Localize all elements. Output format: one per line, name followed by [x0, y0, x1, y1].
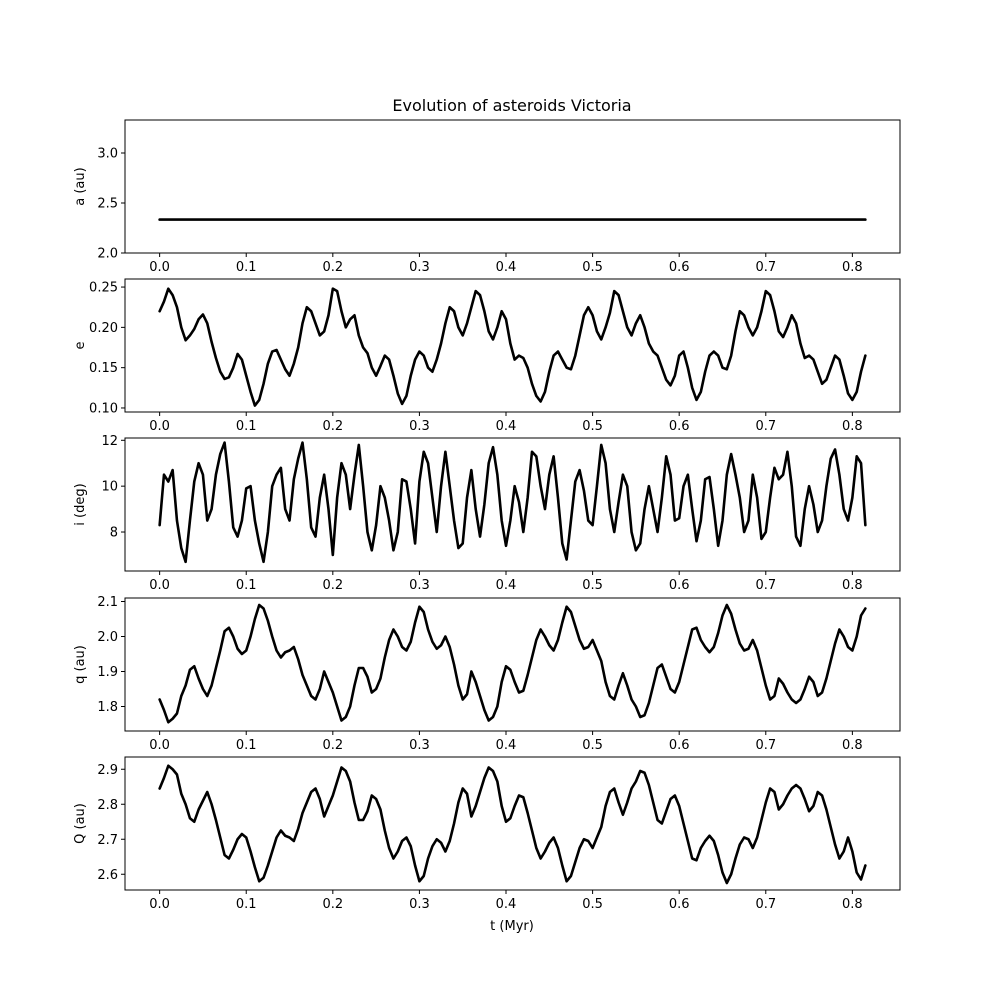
x-tick-label-2-6: 0.6 — [669, 578, 690, 593]
x-tick-label-4-4: 0.4 — [496, 897, 517, 912]
x-tick-label-0-2: 0.2 — [322, 260, 343, 275]
y-tick-label-1-0: 0.10 — [89, 401, 118, 416]
x-tick-label-0-1: 0.1 — [236, 260, 257, 275]
y-tick-label-1-3: 0.25 — [89, 281, 118, 296]
x-tick-label-0-0: 0.0 — [149, 260, 170, 275]
x-tick-label-2-0: 0.0 — [149, 578, 170, 593]
x-tick-label-3-6: 0.6 — [669, 738, 690, 753]
subplot-4: 0.0 0.1 0.2 0.3 0.4 0.5 0.6 0.7 0.8 2.6 2.7 2.8 2.9 Q… — [73, 756, 901, 912]
x-tick-label-1-7: 0.7 — [755, 419, 776, 434]
y-tick-label-4-0: 2.6 — [97, 868, 118, 883]
x-tick-label-0-3: 0.3 — [409, 260, 430, 275]
subplot-2: 0.0 0.1 0.2 0.3 0.4 0.5 0.6 0.7 0.8 8 10 12 i (deg) — [73, 434, 901, 593]
y-tick-label-4-3: 2.9 — [97, 763, 118, 778]
y-axis-label-3: q (au) — [73, 645, 88, 684]
x-tick-label-1-1: 0.1 — [236, 419, 257, 434]
x-tick-label-4-5: 0.5 — [582, 897, 603, 912]
x-tick-label-3-4: 0.4 — [496, 738, 517, 753]
x-tick-label-1-0: 0.0 — [149, 419, 170, 434]
series-line-2 — [158, 441, 867, 564]
x-tick-label-2-8: 0.8 — [842, 578, 863, 593]
plot-frame-2 — [124, 437, 901, 572]
x-tick-label-4-8: 0.8 — [842, 897, 863, 912]
y-tick-label-3-0: 1.8 — [97, 700, 118, 715]
y-tick-label-3-3: 2.1 — [97, 595, 118, 610]
x-tick-label-1-5: 0.5 — [582, 419, 603, 434]
y-tick-label-4-1: 2.7 — [97, 833, 118, 848]
x-tick-label-3-0: 0.0 — [149, 738, 170, 753]
x-tick-label-4-7: 0.7 — [755, 897, 776, 912]
x-tick-label-4-0: 0.0 — [149, 897, 170, 912]
plot-frame-1 — [124, 278, 901, 413]
subplot-3: 0.0 0.1 0.2 0.3 0.4 0.5 0.6 0.7 0.8 1.8 1.9 2.0 2.1 q… — [73, 595, 901, 753]
x-tick-label-3-8: 0.8 — [842, 738, 863, 753]
x-tick-label-0-7: 0.7 — [755, 260, 776, 275]
x-tick-label-4-3: 0.3 — [409, 897, 430, 912]
y-tick-label-3-2: 2.0 — [97, 630, 118, 645]
y-tick-label-2-1: 10 — [101, 480, 118, 495]
y-tick-label-2-2: 12 — [101, 434, 118, 449]
y-tick-label-1-1: 0.15 — [89, 361, 118, 376]
x-tick-label-2-2: 0.2 — [322, 578, 343, 593]
y-tick-label-3-1: 1.9 — [97, 665, 118, 680]
y-axis-label-4: Q (au) — [73, 803, 88, 844]
x-tick-label-4-2: 0.2 — [322, 897, 343, 912]
subplot-0: 0.0 0.1 0.2 0.3 0.4 0.5 0.6 0.7 0.8 2.0 2.5 3.0 a (a… — [73, 119, 901, 275]
x-tick-label-0-5: 0.5 — [582, 260, 603, 275]
x-tick-label-2-3: 0.3 — [409, 578, 430, 593]
y-tick-label-1-2: 0.20 — [89, 321, 118, 336]
x-tick-label-1-6: 0.6 — [669, 419, 690, 434]
y-tick-label-0-0: 2.0 — [97, 247, 118, 262]
x-tick-label-3-5: 0.5 — [582, 738, 603, 753]
y-tick-label-4-2: 2.8 — [97, 798, 118, 813]
x-tick-label-1-4: 0.4 — [496, 419, 517, 434]
x-tick-label-4-1: 0.1 — [236, 897, 257, 912]
x-axis-label: t (Myr) — [490, 919, 534, 934]
x-tick-label-3-1: 0.1 — [236, 738, 257, 753]
x-tick-label-0-6: 0.6 — [669, 260, 690, 275]
plot-frame-0 — [124, 119, 901, 254]
chart-title: Evolution of asteroids Victoria — [392, 96, 631, 115]
series-line-1 — [158, 287, 867, 407]
y-axis-label-1: e — [73, 342, 88, 350]
x-tick-label-3-2: 0.2 — [322, 738, 343, 753]
y-tick-label-0-1: 2.5 — [97, 197, 118, 212]
x-tick-label-2-5: 0.5 — [582, 578, 603, 593]
subplot-stack: 0.0 0.1 0.2 0.3 0.4 0.5 0.6 0.7 0.8 2.0 2.5 3.0 a (a… — [73, 119, 901, 912]
series-line-3 — [158, 603, 867, 724]
x-tick-label-3-7: 0.7 — [755, 738, 776, 753]
plot-frame-4 — [124, 756, 901, 891]
plot-frame-3 — [124, 597, 901, 732]
x-tick-label-2-4: 0.4 — [496, 578, 517, 593]
x-tick-label-4-6: 0.6 — [669, 897, 690, 912]
y-axis-label-0: a (au) — [73, 167, 88, 205]
y-tick-label-2-0: 8 — [110, 526, 118, 541]
x-tick-label-0-8: 0.8 — [842, 260, 863, 275]
y-tick-label-0-2: 3.0 — [97, 147, 118, 162]
subplot-1: 0.0 0.1 0.2 0.3 0.4 0.5 0.6 0.7 0.8 0.10 0.15 0.20 0… — [73, 278, 901, 434]
x-tick-label-3-3: 0.3 — [409, 738, 430, 753]
x-tick-label-1-3: 0.3 — [409, 419, 430, 434]
x-tick-label-0-4: 0.4 — [496, 260, 517, 275]
x-tick-label-2-1: 0.1 — [236, 578, 257, 593]
x-tick-label-1-8: 0.8 — [842, 419, 863, 434]
x-tick-label-2-7: 0.7 — [755, 578, 776, 593]
series-line-4 — [158, 764, 867, 885]
y-axis-label-2: i (deg) — [73, 483, 88, 525]
x-tick-label-1-2: 0.2 — [322, 419, 343, 434]
